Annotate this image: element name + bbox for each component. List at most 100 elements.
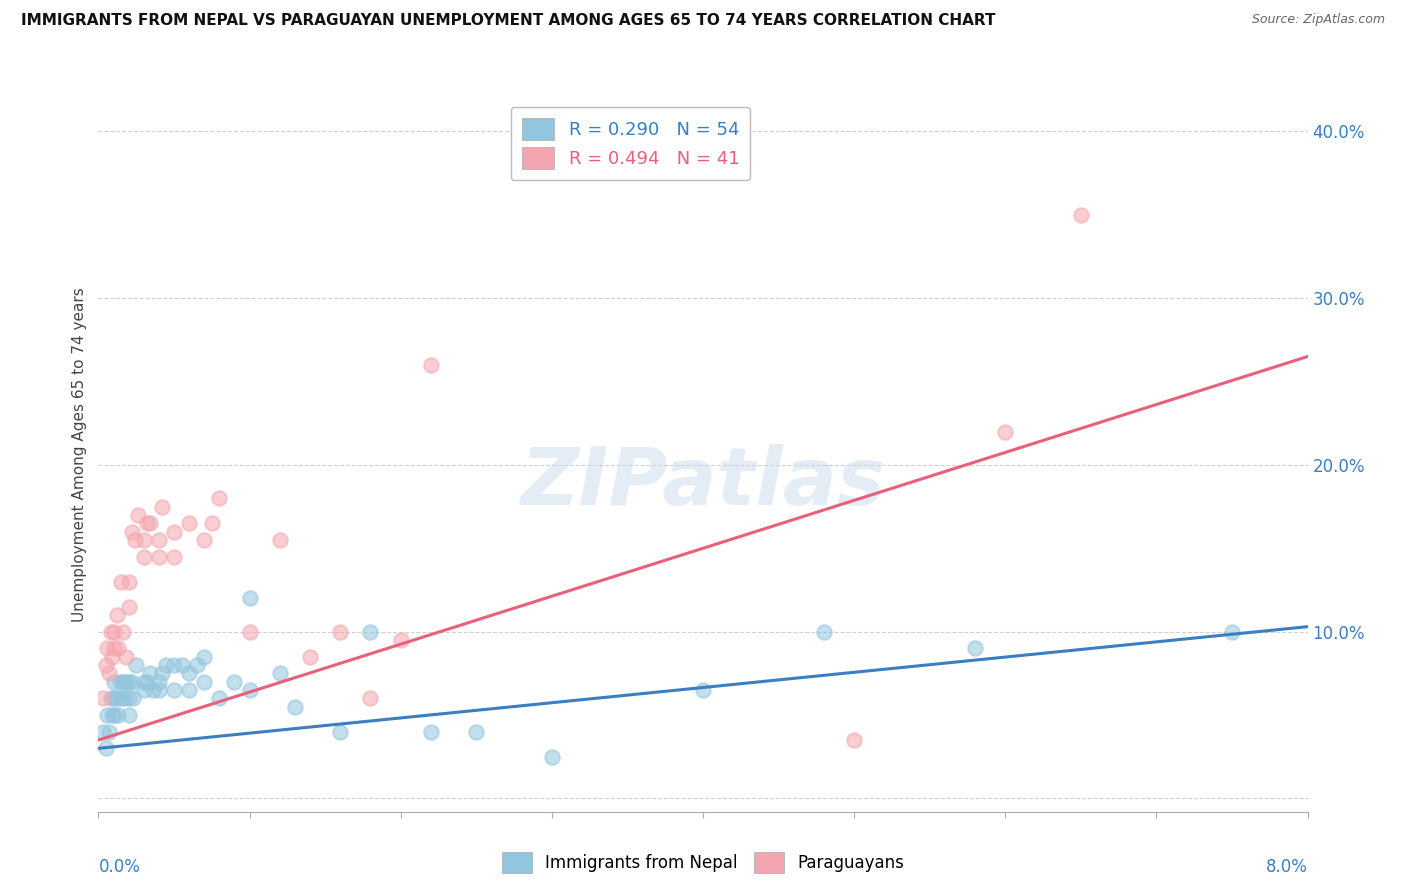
Point — [118, 574, 141, 589]
Point — [103, 691, 125, 706]
Point — [329, 624, 352, 639]
Point — [111, 624, 134, 639]
Point — [239, 683, 262, 698]
Point — [118, 708, 141, 723]
Point — [163, 658, 186, 673]
Point — [193, 674, 215, 689]
Point — [269, 533, 291, 547]
Point — [163, 549, 186, 564]
Point — [110, 574, 132, 589]
Point — [105, 607, 128, 622]
Point — [148, 549, 170, 564]
Point — [208, 691, 231, 706]
Text: Source: ZipAtlas.com: Source: ZipAtlas.com — [1251, 13, 1385, 27]
Point — [121, 524, 143, 539]
Point — [101, 649, 124, 664]
Point — [98, 724, 121, 739]
Point — [965, 641, 987, 656]
Point — [114, 649, 136, 664]
Point — [132, 674, 155, 689]
Point — [142, 683, 165, 698]
Text: 8.0%: 8.0% — [1265, 858, 1308, 876]
Point — [94, 741, 117, 756]
Point — [112, 691, 135, 706]
Point — [420, 358, 443, 372]
Text: 0.0%: 0.0% — [98, 858, 141, 876]
Point — [105, 691, 128, 706]
Point — [110, 691, 132, 706]
Point — [329, 724, 352, 739]
Point — [91, 691, 114, 706]
Point — [121, 674, 143, 689]
Point — [118, 599, 141, 614]
Point — [125, 658, 148, 673]
Point — [239, 591, 262, 606]
Point — [465, 724, 488, 739]
Point — [269, 666, 291, 681]
Point — [107, 641, 129, 656]
Point — [148, 683, 170, 698]
Point — [239, 624, 262, 639]
Point — [150, 500, 173, 514]
Point — [844, 733, 866, 747]
Point — [132, 533, 155, 547]
Point — [100, 624, 122, 639]
Point — [96, 641, 118, 656]
Point — [107, 708, 129, 723]
Point — [124, 533, 146, 547]
Point — [692, 683, 714, 698]
Point — [389, 632, 412, 647]
Point — [91, 724, 114, 739]
Point — [193, 649, 215, 664]
Point — [103, 641, 125, 656]
Legend: R = 0.290   N = 54, R = 0.494   N = 41: R = 0.290 N = 54, R = 0.494 N = 41 — [510, 107, 749, 180]
Point — [96, 708, 118, 723]
Point — [132, 683, 155, 698]
Point — [208, 491, 231, 506]
Point — [135, 674, 157, 689]
Text: IMMIGRANTS FROM NEPAL VS PARAGUAYAN UNEMPLOYMENT AMONG AGES 65 TO 74 YEARS CORRE: IMMIGRANTS FROM NEPAL VS PARAGUAYAN UNEM… — [21, 13, 995, 29]
Point — [135, 516, 157, 531]
Point — [122, 691, 145, 706]
Point — [186, 658, 208, 673]
Point — [103, 674, 125, 689]
Point — [163, 524, 186, 539]
Point — [360, 691, 382, 706]
Point — [103, 708, 125, 723]
Point — [118, 691, 141, 706]
Point — [127, 508, 149, 522]
Point — [813, 624, 835, 639]
Point — [148, 533, 170, 547]
Point — [299, 649, 322, 664]
Y-axis label: Unemployment Among Ages 65 to 74 years: Unemployment Among Ages 65 to 74 years — [72, 287, 87, 623]
Point — [103, 624, 125, 639]
Point — [1220, 624, 1243, 639]
Point — [179, 666, 201, 681]
Point — [114, 674, 136, 689]
Text: ZIPatlas: ZIPatlas — [520, 444, 886, 523]
Point — [118, 674, 141, 689]
Point — [132, 549, 155, 564]
Point — [201, 516, 224, 531]
Point — [139, 516, 162, 531]
Point — [98, 666, 121, 681]
Point — [94, 658, 117, 673]
Point — [224, 674, 246, 689]
Point — [284, 699, 307, 714]
Point — [179, 516, 201, 531]
Point — [139, 666, 162, 681]
Point — [360, 624, 382, 639]
Point — [163, 683, 186, 698]
Point — [155, 658, 177, 673]
Point — [148, 674, 170, 689]
Point — [150, 666, 173, 681]
Legend: Immigrants from Nepal, Paraguayans: Immigrants from Nepal, Paraguayans — [495, 846, 911, 880]
Point — [193, 533, 215, 547]
Point — [1070, 208, 1092, 222]
Point — [111, 674, 134, 689]
Point — [541, 749, 564, 764]
Point — [100, 691, 122, 706]
Point — [108, 674, 131, 689]
Point — [179, 683, 201, 698]
Point — [420, 724, 443, 739]
